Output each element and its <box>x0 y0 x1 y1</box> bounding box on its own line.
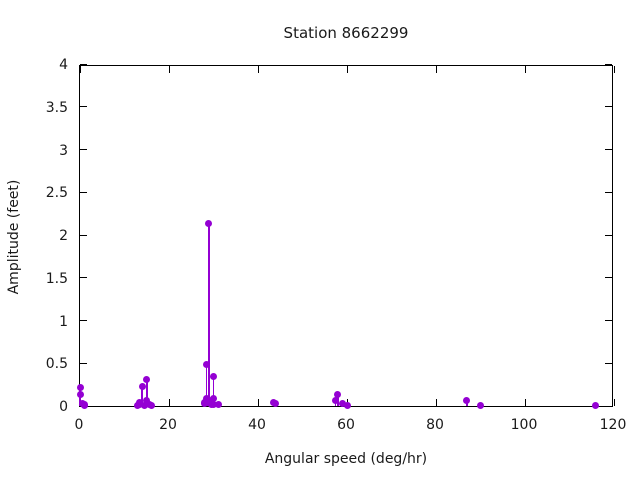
data-point <box>210 394 218 402</box>
impulse-stem <box>337 394 339 406</box>
data-point <box>334 390 342 398</box>
data-point <box>141 401 148 409</box>
y-tick-mark <box>605 63 612 65</box>
x-tick-mark <box>435 399 437 406</box>
x-axis-label: Angular speed (deg/hr) <box>264 451 428 467</box>
data-point <box>203 360 211 368</box>
impulse-stem <box>146 379 148 406</box>
x-tick-mark <box>613 66 615 73</box>
data-point <box>203 394 211 402</box>
y-tick-mark <box>605 191 612 193</box>
data-point <box>214 400 222 408</box>
data-point <box>338 399 346 407</box>
impulse-stem <box>206 398 208 406</box>
y-tick-label: 2.5 <box>45 185 68 202</box>
y-tick-mark <box>605 362 612 364</box>
y-tick-mark <box>605 277 612 279</box>
y-tick-mark <box>605 106 612 108</box>
data-point <box>76 390 84 398</box>
y-tick-mark <box>80 320 87 321</box>
data-point <box>76 383 84 391</box>
x-tick-label: 0 <box>74 417 84 433</box>
x-tick-label: 60 <box>337 417 355 433</box>
y-tick-mark <box>80 63 87 65</box>
data-point <box>592 401 600 409</box>
data-point <box>136 400 144 408</box>
y-tick-label: 4 <box>59 57 68 73</box>
data-point <box>210 373 217 381</box>
y-tick-label: 2 <box>59 228 68 244</box>
y-tick-label: 3.5 <box>45 99 68 116</box>
x-tick-mark <box>524 399 526 406</box>
y-tick-label: 1.5 <box>45 270 68 287</box>
y-tick-mark <box>80 234 87 236</box>
x-tick-mark <box>435 66 437 73</box>
x-tick-mark <box>524 66 526 73</box>
y-tick-label: 0.5 <box>45 356 68 373</box>
data-point <box>148 401 156 409</box>
y-tick-mark <box>605 234 612 236</box>
y-tick-mark <box>80 191 87 193</box>
y-tick-label: 3 <box>59 142 68 159</box>
impulse-stem <box>205 364 208 406</box>
data-point <box>200 399 208 407</box>
impulse-stem <box>212 376 215 406</box>
x-tick-mark <box>168 399 170 406</box>
x-tick-mark <box>346 66 348 73</box>
x-tick-label: 120 <box>599 417 627 433</box>
impulse-stem <box>208 223 210 406</box>
y-tick-mark <box>80 149 87 150</box>
x-tick-label: 40 <box>248 417 266 433</box>
y-tick-mark <box>605 405 612 407</box>
data-point <box>332 397 340 405</box>
data-point <box>343 401 351 409</box>
impulse-stem <box>141 386 143 406</box>
y-tick-label: 0 <box>59 399 68 415</box>
data-point <box>205 219 213 227</box>
x-tick-label: 100 <box>510 417 538 433</box>
y-tick-mark <box>605 149 612 150</box>
x-tick-label: 80 <box>426 417 444 433</box>
y-tick-label: 1 <box>59 313 68 330</box>
x-tick-mark <box>257 66 259 73</box>
data-point <box>143 376 151 383</box>
x-tick-mark <box>168 66 170 73</box>
x-tick-mark <box>79 66 81 73</box>
data-point <box>138 382 146 390</box>
chart-title: Station 8662299 <box>283 24 409 42</box>
y-tick-mark <box>80 106 87 108</box>
y-tick-mark <box>80 362 87 364</box>
data-point <box>463 397 471 405</box>
data-point <box>477 401 484 409</box>
data-point <box>272 399 280 407</box>
impulse-stem <box>213 398 215 406</box>
plot-area <box>76 63 615 409</box>
x-tick-mark <box>257 399 259 406</box>
y-tick-mark <box>605 320 612 321</box>
y-tick-mark <box>80 277 87 279</box>
x-tick-mark <box>613 399 615 406</box>
data-point <box>81 400 89 408</box>
x-tick-label: 20 <box>159 417 177 433</box>
